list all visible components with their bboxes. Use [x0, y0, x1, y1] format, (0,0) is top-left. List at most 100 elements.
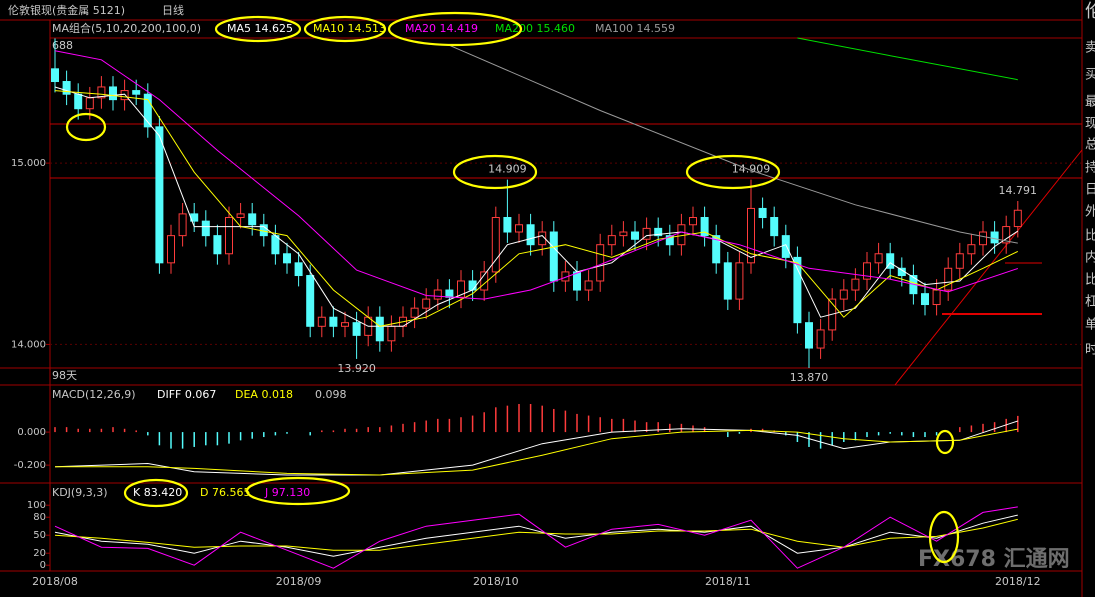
x-tick-label: 2018/08: [32, 575, 78, 588]
legend-name: DIFF: [157, 388, 181, 401]
indicator-line: [55, 428, 1018, 476]
candle-body: [758, 207, 767, 219]
x-tick-label: 2018/09: [276, 575, 322, 588]
indicator-line: [449, 44, 1018, 244]
indicator-line: [54, 518, 1018, 551]
candle-body: [306, 275, 315, 327]
x-tick-label: 2018/12: [995, 575, 1041, 588]
legend-entry: MA20 14.419: [405, 22, 478, 35]
top-label: 688: [52, 39, 73, 52]
legend-name: MA100: [595, 22, 633, 35]
sidebar-label: 伦: [1085, 1, 1095, 22]
candle-body: [793, 256, 802, 324]
candle-body: [712, 235, 721, 264]
candle-body: [225, 217, 233, 255]
sidebar-label: 卖: [1085, 41, 1095, 56]
indicator-line: [797, 37, 1018, 81]
candle-body: [317, 316, 326, 327]
candle-body: [120, 90, 129, 101]
legend-value: 14.625: [255, 22, 294, 35]
candle-body: [167, 235, 175, 264]
candle-body: [689, 217, 697, 226]
candle-body: [967, 244, 976, 255]
y-tick-label: 14.000: [11, 339, 46, 350]
candle-body: [944, 267, 953, 291]
candle-body: [248, 213, 257, 226]
legend-value: 83.420: [144, 486, 183, 499]
candle-body: [619, 231, 628, 237]
y-tick-label: 0: [40, 560, 46, 571]
candle-body: [1013, 209, 1022, 228]
legend-value: 76.565: [212, 486, 251, 499]
price-annotation: 13.870: [790, 371, 829, 384]
candle-body: [851, 278, 860, 291]
x-tick-label: 2018/10: [473, 575, 519, 588]
candle-body: [1002, 226, 1011, 244]
indicator-line: [54, 420, 1018, 476]
legend-entry: MA5 14.625: [227, 22, 293, 35]
candle-body: [665, 235, 674, 246]
histogram-label: 0.098: [315, 388, 347, 401]
y-tick-label: 80: [33, 512, 46, 523]
chart-title: 伦敦银现(贵金属 5121): [8, 3, 125, 17]
candle-body: [805, 322, 813, 349]
candle-body: [283, 253, 291, 264]
candle-body: [143, 93, 152, 128]
candle-body: [979, 231, 987, 246]
candle-body: [631, 231, 639, 240]
candle-body: [596, 244, 605, 282]
indicator-line: [54, 90, 1019, 327]
candle-body: [422, 298, 431, 309]
highlight-ellipse: [123, 478, 189, 508]
legend-entry: DIFF 0.067: [157, 388, 216, 401]
candle-body: [213, 235, 222, 255]
legend-value: 97.130: [272, 486, 311, 499]
candle-body: [132, 90, 141, 95]
x-tick-label: 2018/11: [705, 575, 751, 588]
highlight-ellipse: [65, 112, 107, 142]
sidebar-label: 比: [1085, 229, 1095, 244]
candle-body: [700, 217, 709, 237]
indicator-line: [54, 86, 1019, 327]
y-tick-label: 0.000: [17, 427, 46, 438]
candle-body: [341, 322, 349, 327]
legend-name: MA5: [227, 22, 251, 35]
highlight-ellipse: [245, 476, 351, 506]
highlight-ellipse: [387, 11, 523, 47]
candle-body: [433, 289, 442, 300]
legend-entry: J 97.130: [264, 486, 310, 499]
candle-body: [874, 253, 883, 264]
sidebar-label: 买: [1085, 68, 1095, 83]
candle-body: [654, 227, 663, 237]
highlight-ellipse: [452, 154, 538, 190]
legend-entry: DEA 0.018: [235, 388, 293, 401]
indicator-line: [54, 50, 1018, 300]
candle-body: [97, 86, 106, 99]
candle-body: [352, 322, 361, 336]
period: 日线: [162, 3, 184, 17]
candle-body: [816, 329, 825, 349]
indicator-title: KDJ(9,3,3): [52, 486, 108, 499]
legend-entry: MA10 14.513: [313, 22, 386, 35]
candle-body: [387, 325, 396, 342]
price-annotation: 14.909: [488, 163, 527, 176]
watermark: FX678 汇通网: [918, 547, 1070, 572]
highlight-ellipse: [685, 154, 781, 190]
price-annotation: 14.791: [999, 184, 1038, 197]
highlight-ellipse: [214, 15, 302, 43]
candle-body: [526, 224, 535, 246]
legend-name: MA20: [405, 22, 436, 35]
candle-body: [491, 217, 500, 273]
candle-body: [236, 213, 245, 219]
candle-body: [74, 93, 83, 110]
legend-value: 14.513: [348, 22, 387, 35]
indicator-title: MA组合(5,10,20,200,100,0): [52, 21, 201, 35]
candle-body: [375, 316, 384, 342]
legend-value: 14.559: [637, 22, 676, 35]
candle-body: [723, 262, 732, 300]
candle-body: [573, 271, 581, 291]
candle-body: [329, 316, 338, 327]
